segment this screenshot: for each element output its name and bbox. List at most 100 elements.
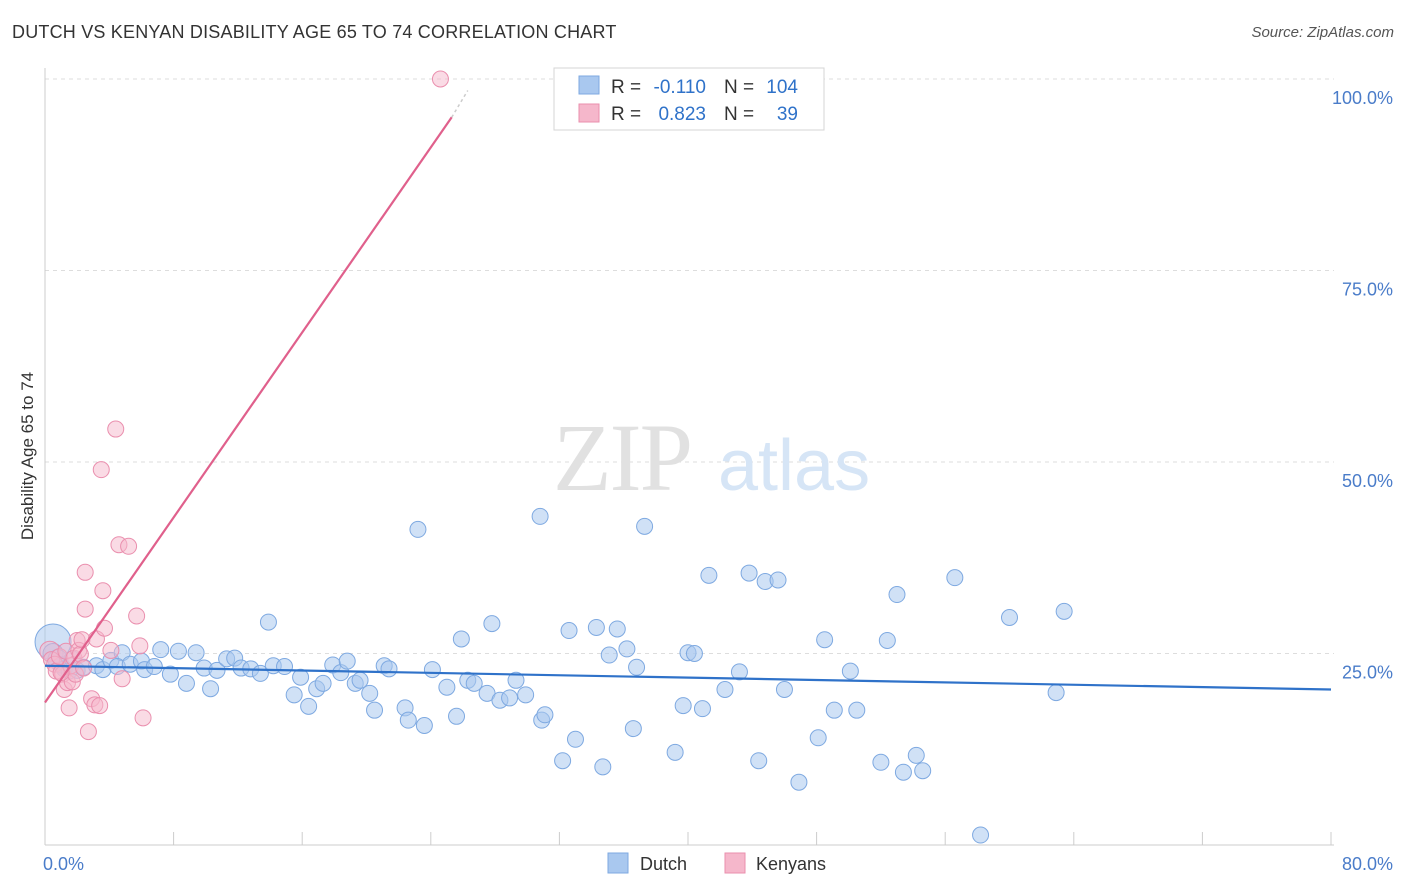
legend-dutch-r-value: -0.110 [654, 77, 706, 98]
kenyan-trendline-extension [451, 90, 469, 118]
dutch-point-96 [848, 701, 866, 719]
legend-dutch-r-label: R = [611, 77, 641, 98]
kenyan-points [39, 70, 449, 741]
dutch-point-66 [531, 507, 549, 525]
dutch-point-69 [560, 622, 578, 640]
dutch-point-51 [415, 717, 433, 735]
kenyan-point-35 [131, 637, 149, 655]
legend-kenyan-n-label: N = [724, 104, 754, 125]
axes [44, 68, 1334, 846]
dutch-point-105 [1001, 608, 1018, 626]
kenyan-point-30 [107, 420, 125, 438]
dutch-point-89 [769, 571, 787, 589]
dutch-point-53 [438, 678, 456, 696]
dutch-point-91 [790, 773, 808, 791]
y-tick-labels: 25.0% 50.0% 75.0% 100.0% [1332, 88, 1393, 683]
dutch-point-73 [608, 620, 626, 638]
dutch-point-93 [816, 631, 834, 649]
kenyan-point-20 [76, 563, 94, 581]
dutch-point-25 [208, 661, 226, 679]
legend-kenyan-r-value: 0.823 [658, 104, 706, 125]
dutch-point-22 [187, 644, 205, 662]
legend-dutch-n-label: N = [724, 77, 754, 98]
dutch-point-55 [452, 630, 470, 648]
dutch-point-62 [507, 671, 525, 689]
dutch-point-99 [888, 586, 906, 604]
kenyan-point-28 [95, 619, 113, 637]
dutch-point-81 [685, 645, 703, 662]
dutch-point-104 [972, 826, 990, 844]
dutch-point-33 [276, 658, 294, 676]
kenyan-point-32 [113, 670, 131, 688]
kenyan-point-34 [128, 607, 146, 625]
dutch-point-103 [946, 569, 964, 587]
kenyan-point-26 [92, 461, 110, 479]
kenyan-point-9 [60, 699, 78, 717]
dutch-point-67 [554, 752, 572, 770]
kenyan-point-27 [94, 582, 112, 600]
dutch-point-94 [825, 701, 843, 719]
dutch-point-92 [809, 729, 827, 747]
dutch-point-76 [628, 658, 646, 676]
dutch-point-87 [750, 752, 768, 770]
dutch-point-65 [536, 706, 554, 724]
kenyan-point-37 [431, 70, 449, 88]
dutch-point-83 [700, 566, 718, 584]
dutch-point-19 [161, 665, 179, 683]
dutch-point-18 [152, 641, 170, 659]
legend-dutch-n-value: 104 [766, 77, 798, 98]
watermark-zip: ZIP [553, 404, 691, 511]
chart-title: DUTCH VS KENYAN DISABILITY AGE 65 TO 74 … [12, 22, 617, 42]
y-tick-label-0: 25.0% [1342, 663, 1393, 683]
y-axis-title: Disability Age 65 to 74 [18, 372, 37, 540]
dutch-point-107 [1055, 602, 1073, 620]
dutch-point-71 [594, 758, 612, 776]
kenyan-point-36 [134, 709, 152, 727]
y-tick-label-3: 100.0% [1332, 88, 1393, 108]
dutch-point-52 [423, 661, 441, 679]
dutch-point-57 [465, 674, 483, 692]
bottom-legend-kenyan-swatch [724, 852, 746, 874]
dutch-point-59 [483, 615, 501, 633]
dutch-point-20 [169, 642, 187, 660]
x-tick-label-max: 80.0% [1342, 854, 1393, 874]
dutch-point-77 [636, 517, 654, 535]
dutch-point-47 [380, 660, 398, 678]
kenyan-trendline [44, 116, 453, 704]
watermark: ZIP atlas [553, 404, 870, 511]
legend-dutch-swatch [578, 75, 600, 95]
dutch-point-101 [907, 746, 925, 764]
dutch-point-82 [693, 700, 711, 718]
bottom-legend-dutch-swatch [607, 852, 629, 874]
dutch-point-70 [587, 618, 605, 636]
source-label: Source: ZipAtlas.com [1251, 24, 1394, 41]
dutch-point-45 [366, 701, 384, 719]
dutch-point-86 [740, 564, 758, 582]
kenyan-point-29 [102, 641, 120, 659]
kenyan-point-25 [91, 697, 109, 715]
dutch-point-90 [775, 681, 793, 699]
dutch-point-44 [361, 684, 379, 702]
dutch-point-78 [666, 743, 684, 761]
dutch-point-31 [259, 613, 277, 631]
dutch-point-41 [338, 652, 356, 670]
bottom-legend-kenyan-label: Kenyans [756, 854, 826, 874]
dutch-point-34 [285, 686, 303, 704]
dutch-point-49 [399, 711, 417, 729]
bottom-legend-dutch-label: Dutch [640, 854, 687, 874]
dutch-point-95 [841, 662, 859, 680]
dutch-point-100 [894, 763, 912, 781]
watermark-atlas: atlas [718, 426, 870, 506]
dutch-point-35 [292, 668, 310, 686]
dutch-point-85 [730, 663, 748, 681]
dutch-trendline [44, 664, 1332, 691]
legend-kenyan-n-value: 39 [777, 104, 798, 125]
dutch-point-21 [177, 674, 195, 692]
x-tick-marks [44, 832, 1332, 845]
dutch-point-68 [566, 730, 584, 748]
dutch-point-79 [674, 697, 692, 715]
dutch-point-24 [202, 680, 220, 698]
dutch-point-72 [600, 646, 618, 664]
dutch-point-74 [618, 640, 636, 658]
